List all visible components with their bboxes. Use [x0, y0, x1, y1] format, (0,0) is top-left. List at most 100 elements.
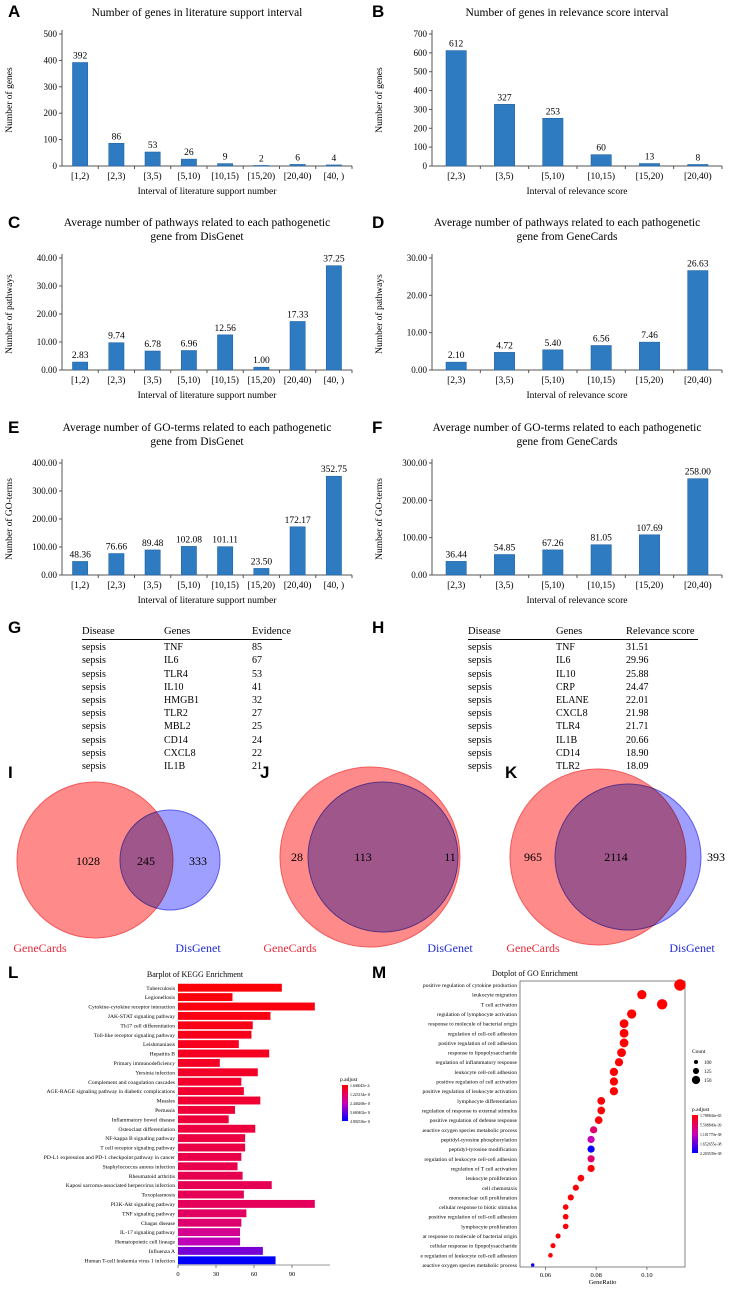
bar [639, 163, 660, 167]
bar [590, 154, 612, 167]
x-tick-label: [2,3) [107, 375, 125, 386]
dot [617, 1048, 626, 1057]
y-axis-label: Number of genes [4, 67, 15, 133]
table-row: sepsis HMGB1 32 [82, 695, 282, 708]
bar [445, 361, 467, 371]
chart-title-line2: gene from DisGenet [150, 231, 244, 243]
table-cell-1: IL10 [556, 668, 576, 680]
table-cell-1: IL6 [556, 655, 571, 667]
table-cell-2: 18.09 [626, 760, 649, 772]
dot [555, 1233, 561, 1239]
bar-value-label: 6.78 [144, 340, 161, 350]
bar-value-label: 36.44 [445, 550, 467, 560]
legend-label: 4.892536e-16 [350, 1120, 370, 1124]
table-cell-2: 22.01 [626, 694, 649, 706]
x-tick-label: 30 [213, 1271, 220, 1278]
table-cell-2: 25 [252, 721, 262, 733]
dot [530, 1263, 535, 1267]
dot [637, 990, 647, 1000]
x-tick-label: [10,15) [587, 580, 615, 591]
bar [178, 1011, 271, 1020]
x-tick-label: [20,40) [284, 375, 312, 386]
table-cell-0: sepsis [82, 668, 106, 680]
bar [108, 342, 125, 371]
table-cell-2: 53 [252, 668, 262, 680]
table-header-cell-0: Disease [82, 626, 115, 637]
y-category-label: cellular response to lipopolysaccharide [430, 1244, 518, 1250]
x-tick-label: [5,10) [177, 375, 200, 386]
table-row: sepsis IL10 41 [82, 682, 282, 695]
table-cell-1: TNF [164, 642, 183, 654]
x-tick-label: [1,2) [71, 375, 89, 386]
table-cell-0: sepsis [468, 681, 492, 693]
x-tick-label: [15,20) [248, 580, 276, 591]
panel-label-l: L [8, 963, 19, 982]
bar [590, 544, 612, 576]
y-tick-label: 400.00 [32, 458, 57, 468]
table-cell-0: sepsis [82, 655, 106, 667]
bar-value-label: 2 [259, 154, 264, 164]
table-row: sepsis CXCL8 21.98 [468, 708, 698, 721]
table-row: sepsis IL1B 20.66 [468, 735, 698, 748]
y-category-label: regulation of inflammatory response [435, 1059, 517, 1066]
y-category-label: Hematopoietic cell lineage [115, 1240, 175, 1246]
bar [72, 561, 89, 576]
dot [587, 1145, 595, 1153]
x-tick-label: [3,5) [495, 375, 513, 386]
y-category-label: Complement and coagulation cascades [88, 1080, 175, 1086]
dot [597, 1106, 606, 1115]
table-row: sepsis MBL2 25 [82, 721, 282, 734]
panel-label-d: D [372, 213, 385, 232]
chart-title: Average number of pathways related to ea… [434, 217, 700, 229]
bar-value-label: 6.56 [593, 335, 610, 345]
bar [178, 1143, 246, 1152]
bar [178, 983, 282, 992]
table-cell-2: 21.71 [626, 721, 649, 733]
bar [639, 341, 660, 371]
table-cell-2: 31.51 [626, 642, 649, 654]
color-legend-label: 2.203539e-38 [700, 1152, 722, 1156]
y-category-label: NF-kappa B signaling pathway [105, 1136, 175, 1142]
y-tick-label: 300 [414, 104, 428, 114]
bar [72, 361, 89, 371]
bar-value-label: 2.83 [72, 351, 89, 361]
y-tick-label: 0.00 [41, 365, 57, 375]
bar-value-label: 9.74 [108, 332, 125, 342]
size-legend-dot [693, 1059, 699, 1065]
table-cell-0: sepsis [468, 734, 492, 746]
dot [619, 1038, 629, 1048]
y-category-label: lymphocyte proliferation [461, 1223, 517, 1230]
y-axis-label: Number of pathways [4, 274, 15, 354]
table-cell-0: sepsis [468, 642, 492, 654]
dot [548, 1253, 553, 1258]
y-category-label: Kaposi sarcoma-associated herpesvirus in… [66, 1182, 175, 1189]
bar-value-label: 8 [695, 153, 700, 163]
y-category-label: T cell activation [481, 1002, 517, 1008]
y-tick-label: 0 [423, 161, 428, 171]
y-category-label: Influenza A [149, 1248, 175, 1255]
bar-value-label: 54.85 [494, 544, 516, 554]
legend-label: 2.446268e-16 [350, 1102, 370, 1106]
x-axis-label: Interval of relevance score [526, 595, 627, 606]
y-tick-label: 100 [44, 135, 58, 145]
y-category-label: regulation of T cell activation [451, 1165, 517, 1172]
table-cell-0: sepsis [82, 642, 106, 654]
y-category-label: positive regulation of cell-cell adhesio… [428, 1214, 517, 1221]
bar [325, 475, 342, 576]
bar-value-label: 26 [184, 148, 194, 158]
bar [178, 1058, 220, 1067]
table-header-cell-2: Relevance score [626, 626, 695, 637]
bar-value-label: 60 [596, 144, 606, 154]
y-tick-label: 600 [414, 48, 428, 58]
dot [627, 1009, 637, 1019]
y-tick-label: 20.00 [407, 290, 428, 300]
venn-j-left-count: 28 [291, 850, 303, 864]
y-category-label: AGE-RAGE signaling pathway in diabetic c… [47, 1089, 175, 1095]
table-cell-0: sepsis [468, 760, 492, 772]
bar [590, 345, 612, 371]
bar-value-label: 12.56 [214, 324, 236, 334]
y-category-label: Inflammatory bowel disease [112, 1116, 176, 1123]
y-category-label: regulation of leukocyte cell-cell adhesi… [424, 1156, 517, 1163]
y-category-label: positive regulation of cell adhesion [438, 1040, 517, 1047]
venn-k-overlap-count: 2114 [604, 850, 628, 864]
